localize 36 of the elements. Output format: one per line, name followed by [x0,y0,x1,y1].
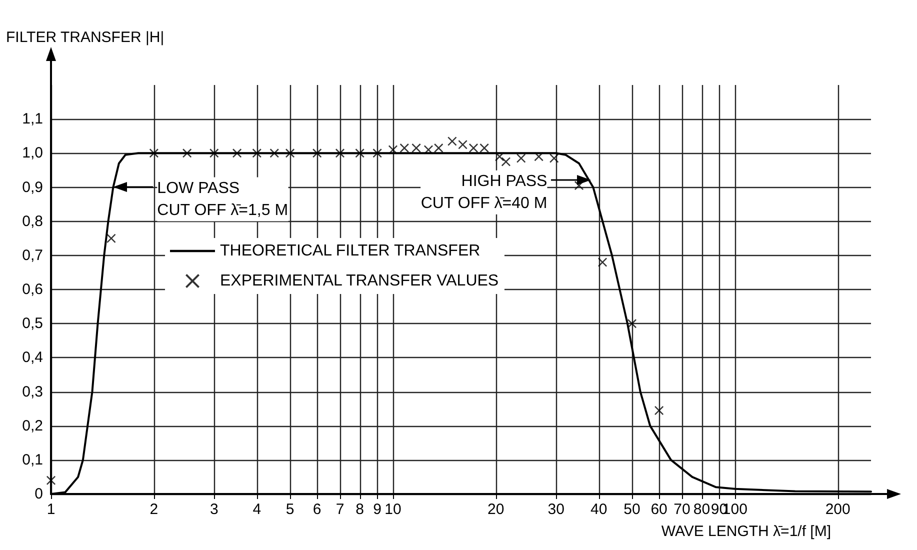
x-tick-label: 4 [252,501,262,518]
y-tick-label: 0,6 [22,281,43,298]
x-tick-label: 3 [210,501,218,518]
y-axis-title: FILTER TRANSFER |H| [6,29,164,46]
legend-label: EXPERIMENTAL TRANSFER VALUES [220,272,499,290]
y-tick-label: 0,8 [22,212,43,230]
y-tick-label: 0,4 [22,349,43,366]
y-tick-label: 0,1 [22,451,43,468]
x-tick-label: 60 [650,501,668,518]
x-tick-label: 10 [384,501,402,518]
x-tick-label: 50 [624,501,640,518]
y-tick-label: 0,9 [22,178,43,196]
x-tick-label: 7 [336,501,344,518]
x-tick-label: 80 [693,501,710,518]
x-tick-label: 1 [46,501,56,518]
y-tick-label: 1,1 [22,110,43,128]
x-tick-label: 40 [590,501,608,518]
x-tick-label: 9 [373,501,382,518]
y-tick-label: 0,3 [22,383,43,400]
y-tick-label: 0,2 [22,417,43,434]
x-tick-label: 8 [356,501,364,518]
x-axis-title: WAVE LENGTH λ̄=1/f [M] [661,523,831,540]
x-tick-label: 20 [488,501,504,518]
y-tick-label: 0 [34,486,43,502]
x-tick-label: 5 [286,501,294,518]
annotation: HIGH PASS CUT OFF λ̄=40 M [420,172,548,212]
x-tick-label: 6 [312,501,322,518]
x-tick-label: 2 [150,501,158,518]
annotation: LOW PASS CUT OFF λ̄=1,5 M [157,180,288,219]
x-tick-label: 200 [825,501,850,518]
legend-label: THEORETICAL FILTER TRANSFER [220,242,480,260]
y-tick-label: 0,7 [22,246,43,264]
y-tick-label: 0,5 [22,315,43,332]
x-tick-label: 70 [674,501,690,518]
y-tick-label: 1,0 [22,144,43,162]
x-tick-label: 30 [548,501,564,518]
